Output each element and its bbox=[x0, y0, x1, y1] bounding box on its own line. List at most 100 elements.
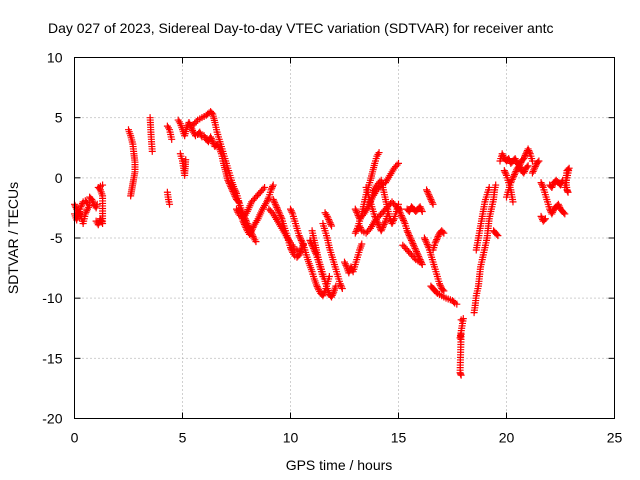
data-point bbox=[395, 207, 403, 215]
data-point bbox=[499, 151, 507, 159]
data-point bbox=[358, 240, 366, 248]
data-point bbox=[379, 222, 387, 230]
data-point bbox=[372, 216, 380, 224]
data-point bbox=[560, 209, 568, 217]
data-point bbox=[371, 214, 379, 222]
data-point bbox=[352, 228, 360, 236]
data-point bbox=[241, 222, 249, 230]
data-point bbox=[404, 228, 412, 236]
data-point bbox=[208, 109, 216, 117]
data-point bbox=[274, 207, 282, 215]
data-point bbox=[418, 208, 426, 216]
data-point bbox=[328, 222, 336, 230]
data-point bbox=[426, 194, 434, 202]
data-point bbox=[530, 166, 538, 174]
data-point bbox=[549, 208, 557, 216]
data-point bbox=[501, 168, 509, 176]
data-point bbox=[209, 138, 217, 146]
data-point bbox=[397, 212, 405, 220]
data-point bbox=[259, 185, 267, 193]
data-point bbox=[319, 292, 327, 300]
data-point bbox=[268, 184, 276, 192]
data-point bbox=[554, 200, 562, 208]
axis-ticks bbox=[74, 57, 615, 419]
data-point bbox=[240, 220, 248, 228]
data-point bbox=[127, 192, 135, 200]
data-point bbox=[324, 214, 332, 222]
data-point bbox=[510, 172, 518, 180]
data-point bbox=[168, 135, 176, 143]
data-point bbox=[511, 155, 519, 163]
data-point bbox=[352, 207, 360, 215]
data-point bbox=[432, 237, 440, 245]
data-point bbox=[307, 240, 315, 248]
data-point bbox=[313, 283, 321, 291]
x-tick-labels: 0 5 10 15 20 25 bbox=[71, 430, 623, 446]
data-point bbox=[416, 203, 424, 211]
data-point bbox=[423, 187, 431, 195]
data-point bbox=[428, 199, 436, 207]
data-point bbox=[557, 179, 565, 187]
data-point bbox=[231, 186, 239, 194]
data-point bbox=[272, 202, 280, 210]
data-point bbox=[428, 197, 436, 205]
data-point bbox=[242, 224, 250, 232]
data-point bbox=[395, 205, 402, 213]
data-point bbox=[233, 205, 240, 213]
data-points bbox=[71, 108, 573, 379]
data-point bbox=[548, 210, 556, 218]
data-point bbox=[406, 233, 414, 241]
data-point bbox=[328, 293, 336, 301]
data-point bbox=[185, 118, 193, 126]
data-point bbox=[269, 181, 277, 189]
data-point bbox=[287, 205, 294, 213]
data-point bbox=[337, 281, 345, 289]
data-point bbox=[525, 147, 533, 155]
data-point bbox=[524, 162, 532, 170]
data-point bbox=[389, 218, 397, 226]
data-point bbox=[524, 145, 532, 153]
data-point bbox=[325, 217, 333, 225]
data-point bbox=[336, 280, 344, 288]
data-point bbox=[287, 207, 295, 215]
data-point bbox=[531, 163, 539, 171]
data-point bbox=[423, 186, 431, 194]
data-point bbox=[351, 229, 359, 237]
data-point bbox=[405, 230, 413, 238]
data-point bbox=[312, 249, 320, 257]
data-point bbox=[528, 157, 536, 165]
data-point bbox=[374, 219, 382, 227]
data-point bbox=[411, 244, 419, 252]
data-point bbox=[493, 230, 501, 238]
data-point bbox=[379, 224, 387, 232]
data-point bbox=[71, 202, 79, 210]
data-point bbox=[319, 273, 327, 281]
data-point bbox=[297, 236, 305, 244]
data-point bbox=[526, 148, 534, 156]
data-point bbox=[232, 188, 240, 196]
data-point bbox=[508, 175, 516, 183]
data-point bbox=[328, 291, 336, 299]
data-point bbox=[378, 225, 386, 233]
data-point bbox=[308, 241, 316, 249]
data-point bbox=[417, 204, 425, 212]
data-point bbox=[512, 156, 520, 164]
data-point bbox=[307, 238, 315, 246]
data-point bbox=[418, 259, 426, 267]
data-point bbox=[326, 219, 334, 227]
data-point bbox=[537, 179, 545, 187]
data-point bbox=[440, 229, 448, 237]
data-point bbox=[332, 282, 340, 290]
data-point bbox=[310, 244, 318, 252]
data-point bbox=[523, 163, 531, 171]
data-point bbox=[310, 246, 318, 254]
data-point bbox=[510, 171, 518, 179]
data-point bbox=[77, 203, 85, 211]
data-point bbox=[521, 167, 528, 175]
y-axis-title: SDTVAR / TECUs bbox=[5, 182, 21, 294]
data-point bbox=[374, 150, 382, 158]
data-point bbox=[436, 281, 444, 289]
data-point bbox=[492, 181, 500, 189]
data-point bbox=[230, 185, 238, 193]
